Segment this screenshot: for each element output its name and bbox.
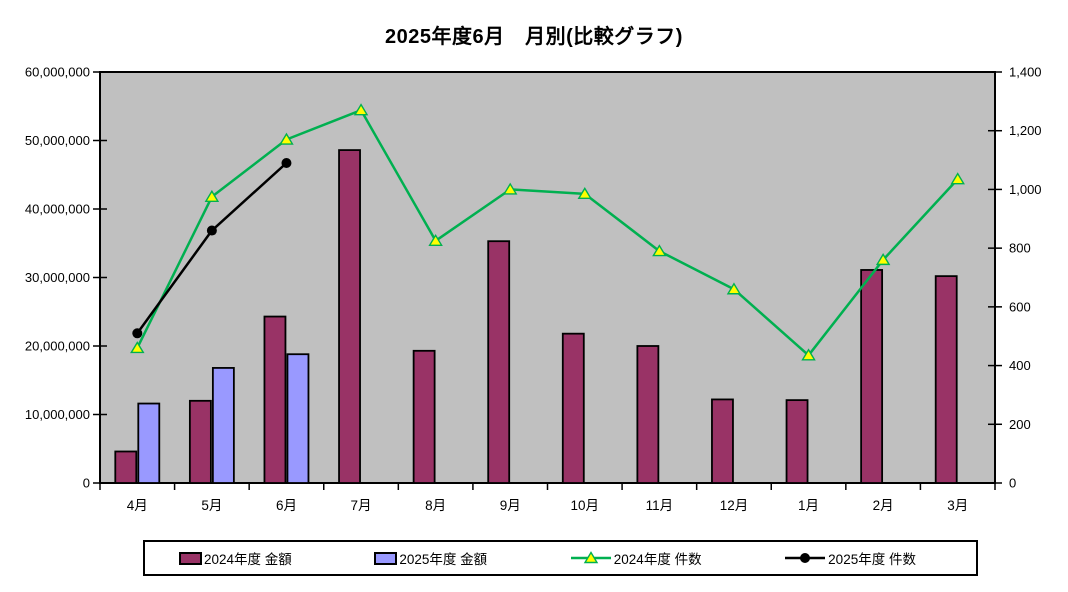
- legend-label: 2025年度 金額: [399, 552, 488, 567]
- triangle-marker-icon: [950, 172, 965, 185]
- triangle-marker-icon: [130, 341, 145, 354]
- x-axis-label: 5月: [201, 498, 222, 513]
- triangle-marker-icon: [801, 348, 816, 361]
- x-axis-label: 7月: [351, 498, 372, 513]
- right-axis-label: 600: [1009, 299, 1031, 314]
- triangle-marker-icon: [353, 103, 369, 116]
- right-axis-label: 1,400: [1009, 65, 1042, 80]
- plot-area: [99, 71, 996, 484]
- bar-2024年度 金額: [636, 345, 660, 484]
- chart-legend: 2024年度 金額 2025年度 金額 2024年度 件数 2025年度 件数: [143, 540, 978, 576]
- triangle-marker-icon: [279, 132, 294, 145]
- legend-item-4: 2025年度 件数: [784, 548, 916, 568]
- left-axis-label: 0: [83, 476, 90, 491]
- right-axis-label: 0: [1009, 476, 1016, 491]
- circle-marker-icon: [281, 158, 292, 169]
- bar-2024年度 金額: [114, 450, 138, 484]
- bar-2024年度 金額: [338, 149, 361, 484]
- triangle-marker-icon: [577, 186, 593, 200]
- bar-2024年度 金額: [412, 349, 436, 484]
- left-axis-label: 10,000,000: [25, 407, 90, 422]
- right-axis-label: 1,000: [1009, 182, 1042, 197]
- x-axis-label: 11月: [646, 498, 674, 513]
- bar-2025年度 金額: [286, 353, 310, 484]
- triangle-marker-icon: [652, 244, 667, 257]
- left-axis-label: 30,000,000: [25, 270, 90, 285]
- x-axis-label: 6月: [276, 498, 297, 513]
- triangle-marker-icon: [875, 253, 891, 266]
- bar-2025年度 金額: [137, 402, 161, 484]
- chart-title: 2025年度6月 月別(比較グラフ): [385, 26, 683, 48]
- line-2024年度 件数: [136, 108, 959, 357]
- left-axis-label: 20,000,000: [25, 339, 90, 354]
- triangle-marker-icon: [502, 182, 518, 195]
- bar-2024年度 金額: [561, 332, 585, 484]
- bar-2024年度 金額: [711, 398, 734, 484]
- legend-bar-swatch-icon: [374, 551, 398, 565]
- x-axis-label: 12月: [720, 498, 749, 513]
- triangle-marker-icon: [726, 282, 742, 295]
- legend-item-3: 2024年度 件数: [570, 548, 702, 568]
- bar-2024年度 金額: [188, 399, 212, 484]
- legend-label: 2024年度 件数: [613, 552, 702, 567]
- bar-2024年度 金額: [263, 315, 287, 484]
- right-axis-label: 400: [1009, 358, 1031, 373]
- bar-2024年度 金額: [487, 240, 511, 484]
- triangle-marker-icon: [428, 233, 443, 247]
- left-axis-label: 50,000,000: [25, 133, 90, 148]
- bar-2024年度 金額: [785, 399, 809, 484]
- left-axis-label: 40,000,000: [25, 202, 90, 217]
- circle-marker-icon: [132, 328, 143, 339]
- circle-marker-icon: [206, 225, 217, 236]
- legend-label: 2024年度 金額: [204, 552, 292, 567]
- bar-2024年度 金額: [860, 269, 884, 484]
- x-axis-label: 8月: [425, 498, 446, 513]
- bar-2025年度 金額: [211, 367, 235, 484]
- x-axis-label: 4月: [127, 498, 148, 513]
- left-axis-label: 60,000,000: [25, 65, 90, 80]
- right-axis-label: 1,200: [1009, 123, 1042, 138]
- legend-line-swatch-icon: [570, 551, 611, 564]
- triangle-marker-icon: [204, 189, 220, 202]
- x-axis-label: 10月: [571, 498, 600, 513]
- legend-bar-swatch-icon: [179, 551, 202, 565]
- bar-2024年度 金額: [934, 275, 958, 484]
- legend-item-1: 2024年度 金額: [179, 548, 292, 568]
- legend-line-swatch-icon: [785, 553, 826, 563]
- right-axis-label: 200: [1009, 417, 1031, 432]
- legend-label: 2025年度 件数: [828, 552, 916, 567]
- x-axis-label: 1月: [798, 498, 819, 513]
- right-axis-label: 800: [1009, 241, 1031, 256]
- legend-item-2: 2025年度 金額: [374, 548, 487, 568]
- x-axis-label: 3月: [947, 498, 968, 513]
- x-axis-label: 9月: [500, 498, 521, 513]
- x-axis-label: 2月: [873, 498, 894, 513]
